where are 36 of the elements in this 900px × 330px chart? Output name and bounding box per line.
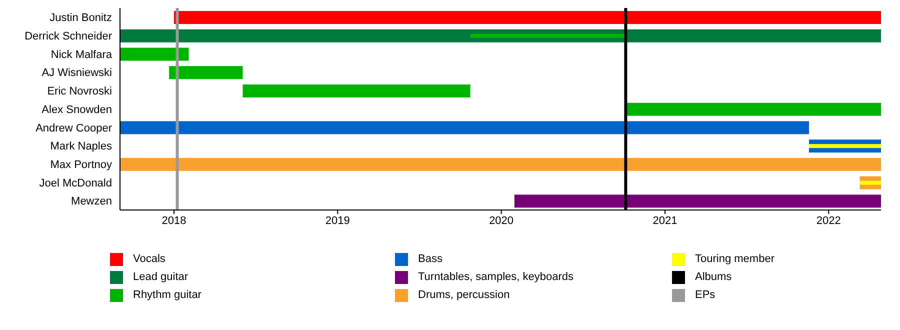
y-tick-label: Justin Bonitz: [50, 12, 112, 24]
y-tick-label: Andrew Cooper: [36, 122, 112, 134]
x-tick-label: 2018: [162, 214, 186, 227]
legend-label: EPs: [695, 289, 716, 301]
bar: [242, 84, 470, 98]
y-tick-label: Joel McDonald: [39, 177, 112, 190]
legend-label: Rhythm guitar: [133, 289, 202, 301]
bar: [626, 102, 881, 116]
legend-label: Bass: [418, 253, 442, 265]
bar: [860, 180, 881, 185]
x-tick-label: 2020: [489, 214, 514, 227]
y-tick-label: Max Portnoy: [50, 158, 112, 171]
legend-label: Albums: [695, 271, 732, 283]
bar: [514, 194, 881, 208]
legend-label: Turntables, samples, keyboards: [418, 271, 574, 283]
bar: [120, 29, 881, 42]
y-tick-label: AJ Wisniewski: [42, 67, 112, 80]
bar: [120, 121, 809, 134]
legend-label: Vocals: [133, 253, 166, 265]
bar: [120, 158, 881, 171]
y-tick-label: Eric Novroski: [47, 86, 112, 98]
x-tick-label: 2019: [325, 214, 350, 227]
bar: [120, 48, 189, 61]
bar: [169, 66, 243, 80]
y-tick-label: Alex Snowden: [42, 104, 112, 116]
bar: [174, 11, 881, 24]
y-tick-label: Nick Malfara: [50, 48, 113, 61]
y-tick-label: Derrick Schneider: [24, 30, 112, 42]
x-tick-label: 2021: [652, 214, 678, 227]
legend-label: Drums, percussion: [418, 289, 510, 301]
legend-label: Touring member: [695, 253, 774, 265]
legend-label: Lead guitar: [133, 271, 188, 283]
y-tick-label: Mewzen: [71, 196, 112, 208]
bar: [808, 144, 881, 148]
y-tick-label: Mark Naples: [50, 140, 112, 153]
x-tick-label: 2022: [816, 214, 841, 227]
